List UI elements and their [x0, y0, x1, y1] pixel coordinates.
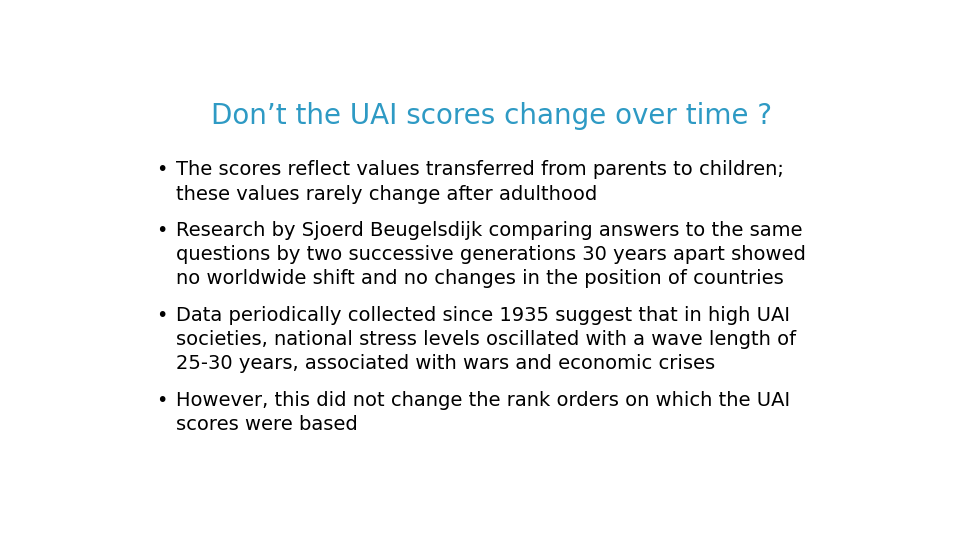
Text: societies, national stress levels oscillated with a wave length of: societies, national stress levels oscill…	[176, 330, 796, 349]
Text: Research by Sjoerd Beugelsdijk comparing answers to the same: Research by Sjoerd Beugelsdijk comparing…	[176, 221, 803, 240]
Text: these values rarely change after adulthood: these values rarely change after adultho…	[176, 185, 597, 204]
Text: •: •	[156, 160, 167, 179]
Text: 25-30 years, associated with wars and economic crises: 25-30 years, associated with wars and ec…	[176, 354, 715, 373]
Text: Data periodically collected since 1935 suggest that in high UAI: Data periodically collected since 1935 s…	[176, 306, 790, 325]
Text: questions by two successive generations 30 years apart showed: questions by two successive generations …	[176, 245, 805, 264]
Text: scores were based: scores were based	[176, 415, 357, 434]
Text: no worldwide shift and no changes in the position of countries: no worldwide shift and no changes in the…	[176, 269, 783, 288]
Text: •: •	[156, 306, 167, 325]
Text: The scores reflect values transferred from parents to children;: The scores reflect values transferred fr…	[176, 160, 783, 179]
Text: Don’t the UAI scores change over time ?: Don’t the UAI scores change over time ?	[211, 102, 773, 130]
Text: •: •	[156, 221, 167, 240]
Text: •: •	[156, 391, 167, 410]
Text: However, this did not change the rank orders on which the UAI: However, this did not change the rank or…	[176, 391, 790, 410]
